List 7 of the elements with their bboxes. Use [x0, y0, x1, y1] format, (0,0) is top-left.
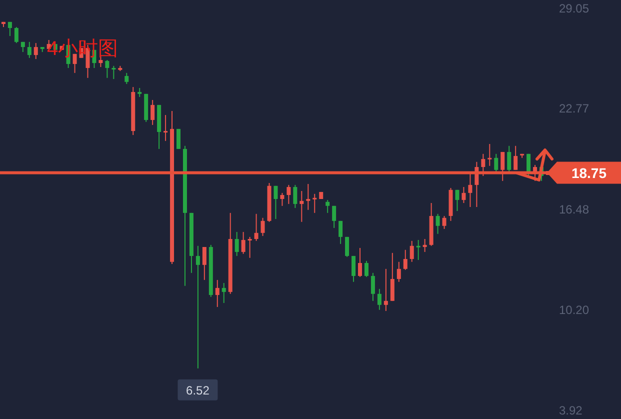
y-tick-label: 16.48: [559, 202, 590, 216]
y-tick-label: 10.20: [559, 302, 590, 317]
ref-line-label: 18.75: [571, 164, 607, 181]
annotation: 6.52: [186, 383, 210, 398]
y-tick-label: 3.92: [559, 403, 583, 418]
y-tick-label: 22.77: [559, 102, 590, 116]
y-tick-label: 29.05: [559, 1, 590, 16]
